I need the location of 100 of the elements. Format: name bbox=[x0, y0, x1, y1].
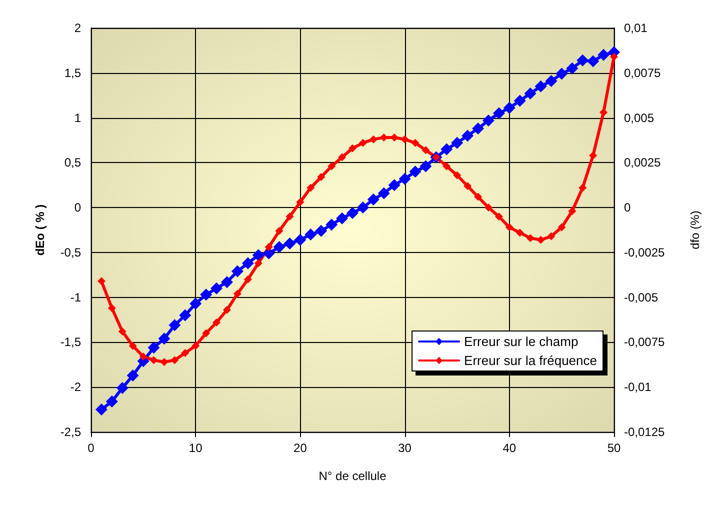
point bbox=[388, 179, 400, 192]
point bbox=[170, 356, 179, 364]
point bbox=[484, 204, 492, 212]
point bbox=[233, 290, 242, 298]
y2-tick-label: 0,01 bbox=[624, 21, 648, 35]
point bbox=[598, 48, 610, 61]
y2-tick-label: 0,0025 bbox=[624, 156, 662, 170]
point bbox=[160, 358, 168, 366]
point bbox=[95, 404, 108, 416]
point bbox=[264, 243, 273, 252]
point bbox=[558, 223, 566, 232]
point bbox=[317, 173, 326, 182]
point bbox=[600, 108, 608, 116]
point bbox=[200, 288, 212, 301]
point bbox=[462, 130, 474, 142]
legend-label: Erreur sur la fréquence bbox=[464, 353, 597, 368]
y-tick-label: 2 bbox=[74, 21, 82, 35]
point bbox=[422, 146, 430, 154]
point bbox=[440, 143, 453, 156]
y2-tick-label: -0,01 bbox=[624, 380, 652, 394]
point bbox=[212, 318, 221, 326]
point bbox=[526, 234, 534, 242]
point bbox=[503, 102, 516, 114]
point bbox=[181, 348, 190, 357]
x-tick-label: 50 bbox=[607, 441, 621, 455]
y-tick-label: -0,5 bbox=[60, 245, 82, 260]
point bbox=[315, 224, 328, 237]
x-tick-label: 30 bbox=[398, 441, 412, 455]
point bbox=[220, 276, 233, 288]
y2-axis-title: dfo (%) bbox=[688, 210, 702, 250]
point bbox=[411, 138, 420, 147]
point bbox=[369, 135, 378, 144]
y-tick-label: 1 bbox=[74, 110, 82, 125]
point bbox=[210, 282, 223, 294]
y-tick-label: 1,5 bbox=[64, 66, 82, 80]
point bbox=[514, 94, 526, 107]
point bbox=[148, 342, 160, 354]
point bbox=[453, 171, 462, 180]
point bbox=[108, 304, 116, 312]
point bbox=[367, 193, 380, 206]
point bbox=[545, 74, 558, 87]
point bbox=[338, 153, 346, 162]
x-tick-label: 40 bbox=[502, 441, 516, 455]
y-tick-label: 0,5 bbox=[64, 156, 82, 170]
point bbox=[296, 198, 304, 206]
point bbox=[524, 88, 536, 100]
point bbox=[128, 342, 137, 350]
point bbox=[346, 206, 358, 219]
point bbox=[118, 327, 126, 336]
point bbox=[409, 166, 422, 178]
point bbox=[326, 218, 338, 231]
x-tick-label: 0 bbox=[88, 441, 95, 455]
point bbox=[566, 62, 578, 74]
point bbox=[464, 182, 472, 190]
point bbox=[97, 277, 106, 286]
point bbox=[556, 68, 568, 80]
point bbox=[578, 184, 587, 192]
point bbox=[568, 207, 576, 216]
y2-tick-label: -0,0025 bbox=[624, 245, 666, 260]
point bbox=[610, 52, 618, 61]
point bbox=[482, 114, 494, 126]
point bbox=[222, 306, 231, 314]
point bbox=[286, 212, 294, 221]
point bbox=[294, 234, 306, 246]
point bbox=[252, 249, 264, 262]
point bbox=[202, 329, 210, 338]
point bbox=[358, 138, 367, 147]
x-tick-label: 10 bbox=[188, 441, 203, 455]
point bbox=[328, 162, 336, 170]
point bbox=[150, 356, 158, 364]
y2-tick-label: 0 bbox=[624, 200, 631, 215]
point bbox=[106, 395, 118, 408]
point bbox=[516, 228, 524, 237]
point bbox=[536, 236, 545, 244]
point bbox=[116, 382, 128, 394]
point bbox=[451, 136, 464, 149]
point bbox=[547, 232, 556, 240]
point bbox=[587, 55, 600, 68]
point bbox=[304, 228, 317, 240]
y2-tick-label: 0,0075 bbox=[624, 66, 662, 80]
y-axis-title: dEo ( % ) bbox=[33, 204, 47, 256]
point bbox=[139, 352, 148, 361]
point bbox=[158, 332, 170, 345]
point bbox=[179, 309, 192, 322]
point bbox=[306, 184, 315, 192]
point bbox=[576, 54, 589, 66]
y-tick-label: -1,5 bbox=[60, 335, 82, 350]
y-tick-label: -2 bbox=[70, 380, 82, 394]
point bbox=[589, 151, 598, 160]
point bbox=[494, 212, 503, 221]
y-tick-label: -2,5 bbox=[60, 425, 82, 439]
y2-tick-label: -0,005 bbox=[624, 290, 658, 304]
point bbox=[284, 237, 296, 250]
y2-tick-label: 0,005 bbox=[624, 110, 654, 125]
point bbox=[254, 259, 262, 268]
point bbox=[400, 135, 409, 144]
point bbox=[398, 172, 411, 185]
point bbox=[190, 298, 202, 310]
y-tick-label: 0 bbox=[74, 200, 82, 215]
point bbox=[244, 275, 252, 284]
